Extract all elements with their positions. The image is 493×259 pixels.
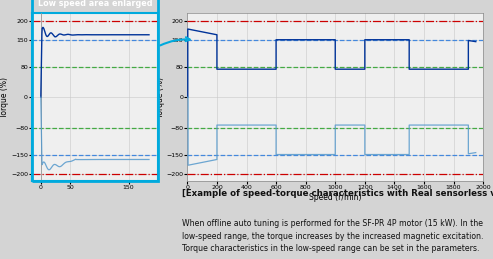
Text: When offline auto tuning is performed for the SF-PR 4P motor (15 kW). In the
low: When offline auto tuning is performed fo… bbox=[182, 219, 484, 253]
X-axis label: Speed (r/min): Speed (r/min) bbox=[309, 193, 361, 202]
Y-axis label: Torque (%): Torque (%) bbox=[0, 77, 9, 118]
Y-axis label: Torque (%): Torque (%) bbox=[156, 77, 165, 118]
Text: Low speed area enlarged: Low speed area enlarged bbox=[37, 0, 152, 8]
Text: [Example of speed-torque characteristics with Real sensorless vector control]: [Example of speed-torque characteristics… bbox=[182, 189, 493, 198]
